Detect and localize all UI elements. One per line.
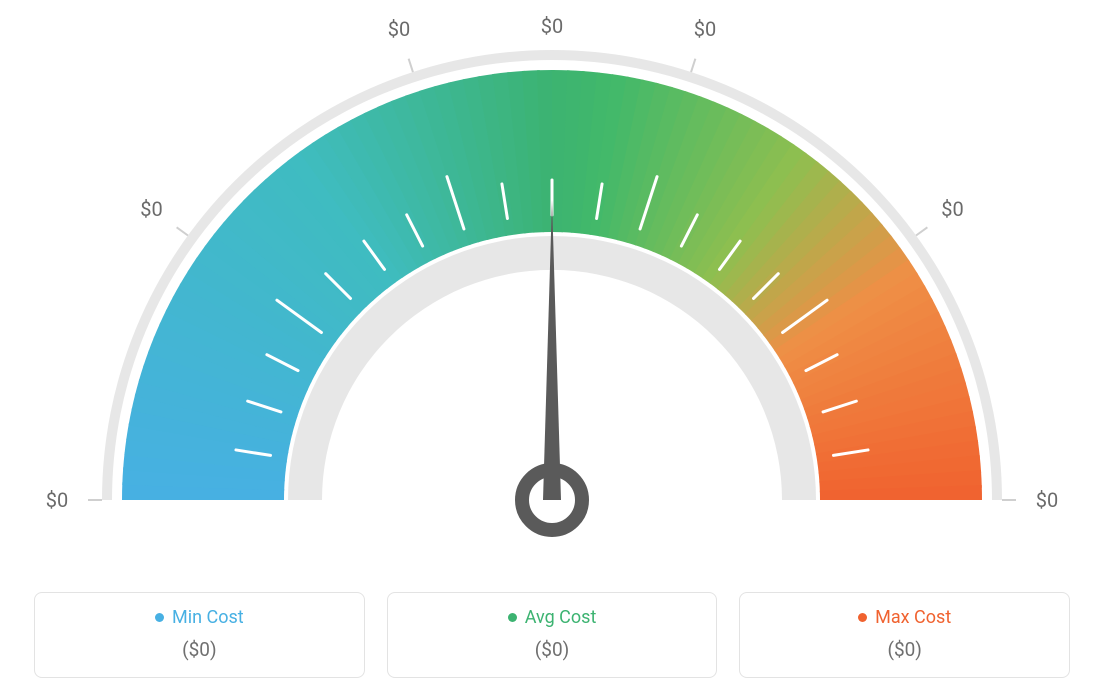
legend-value-max: ($0)	[750, 638, 1059, 661]
dot-icon	[858, 613, 867, 622]
legend-label-max: Max Cost	[750, 607, 1059, 628]
outer-tick	[409, 59, 413, 72]
outer-tick	[916, 227, 927, 235]
outer-tick	[691, 59, 695, 72]
legend-label-text: Min Cost	[172, 607, 244, 628]
legend-label-avg: Avg Cost	[398, 607, 707, 628]
outer-tick	[177, 227, 188, 235]
gauge-area: $0 $0 $0 $0 $0 $0 $0	[0, 0, 1104, 550]
legend-card-avg: Avg Cost ($0)	[387, 592, 718, 678]
legend-label-text: Avg Cost	[525, 607, 597, 628]
legend-value-avg: ($0)	[398, 638, 707, 661]
legend-card-min: Min Cost ($0)	[34, 592, 365, 678]
legend-label-min: Min Cost	[45, 607, 354, 628]
gauge-tick-label: $0	[1036, 488, 1058, 512]
legend-row: Min Cost ($0) Avg Cost ($0) Max Cost ($0…	[34, 592, 1070, 678]
legend-label-text: Max Cost	[875, 607, 951, 628]
gauge-top-label: $0	[541, 14, 563, 38]
dot-icon	[508, 613, 517, 622]
gauge-tick-label: $0	[46, 488, 68, 512]
cost-gauge-chart: $0 $0 $0 $0 $0 $0 $0 Min Cost ($0) Avg Cost ($…	[0, 0, 1104, 690]
gauge-tick-label: $0	[694, 17, 716, 41]
dot-icon	[155, 613, 164, 622]
gauge-tick-label: $0	[941, 197, 963, 221]
legend-card-max: Max Cost ($0)	[739, 592, 1070, 678]
gauge-tick-label: $0	[140, 197, 162, 221]
gauge-tick-label: $0	[388, 17, 410, 41]
legend-value-min: ($0)	[45, 638, 354, 661]
gauge-svg	[0, 0, 1104, 550]
